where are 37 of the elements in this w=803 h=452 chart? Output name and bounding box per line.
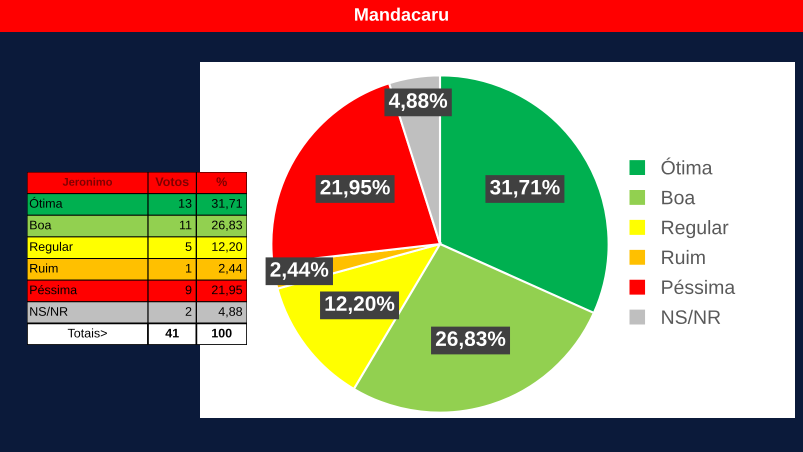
data-label: 1 [186,264,192,273]
text: Jeronimo [62,178,112,186]
category-label: Ruim [30,263,58,273]
legend-label: Ótima [662,157,712,175]
text: % [216,177,227,186]
category-label: Ótima [30,196,63,208]
series-label: Votos [155,177,189,186]
data-label: 2,44% [270,262,328,280]
chart-title: Mandacaru [355,8,448,21]
legend-label: Ruim [662,250,705,264]
category-label: Péssima [30,284,78,294]
text: 31,71 [212,198,242,210]
legend-label: Boa [662,190,696,204]
data-label: 11 [180,220,192,230]
text: 21,95 [212,285,242,296]
data-label: 4,88% [388,93,448,111]
data-label: 31,71% [490,180,560,198]
text: Totais> [68,328,107,338]
legend-label: Regular [662,220,728,238]
data-label: 2 [186,307,192,316]
data-label: 26,83% [436,331,506,350]
data-label: 21,95% [320,180,390,198]
data-label: 12,20% [326,296,394,314]
category-label: NS/NR [30,306,68,316]
data-label: 5 [186,242,192,252]
data-label: 13 [179,198,192,208]
legend-label: Péssima [662,280,736,294]
text: 100 [212,328,232,338]
category-label: Boa [30,220,52,230]
category-label: Regular [30,242,73,254]
text: 4,88 [218,307,242,318]
text: 41 [165,328,179,338]
text: 12,20 [212,242,242,253]
legend-label: NS/NR [662,310,720,324]
text: 2,44 [218,264,242,274]
text: 26,83 [212,220,242,231]
data-label: 9 [186,285,192,294]
